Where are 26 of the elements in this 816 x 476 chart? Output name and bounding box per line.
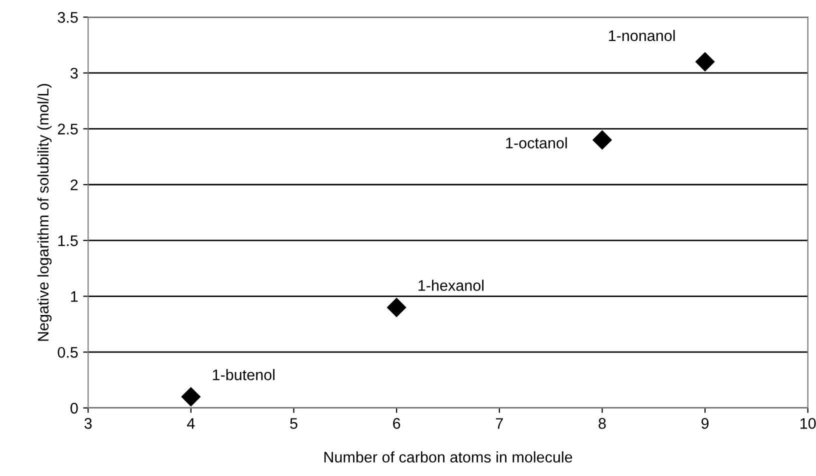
y-tick-label: 2: [70, 179, 78, 190]
x-tick-label: 6: [393, 418, 400, 429]
x-axis-title: Number of carbon atoms in molecule: [324, 451, 572, 463]
annotation: 1-butenol: [212, 369, 274, 380]
y-tick-label: 3: [70, 68, 78, 79]
x-tick-label: 7: [496, 418, 503, 429]
annotation: 1-nonanol: [608, 30, 675, 42]
point: [387, 298, 406, 317]
y-tick-label: 3.5: [58, 12, 78, 23]
y-tick-label: 1.5: [58, 235, 78, 246]
point: [695, 52, 715, 72]
y-axis-title: Negative logarithm of solubility (mol/L): [37, 84, 52, 341]
x-tick-label: 5: [290, 418, 298, 429]
x-tick-label: 4: [187, 418, 195, 429]
y-tick-label: 0: [70, 402, 78, 414]
point: [592, 130, 612, 150]
y-tick-label: 2.5: [58, 124, 78, 134]
y-tick-label: 1: [71, 291, 78, 302]
point: [181, 387, 200, 406]
x-tick-label: 3: [84, 418, 92, 429]
x-tick-label: 10: [800, 418, 816, 429]
annotation: 1-hexanol: [418, 280, 484, 291]
x-tick-label: 9: [701, 418, 709, 429]
annotation: 1-octanol: [506, 137, 567, 148]
x-tick-label: 8: [598, 418, 606, 429]
y-tick-label: 0.5: [58, 346, 78, 358]
